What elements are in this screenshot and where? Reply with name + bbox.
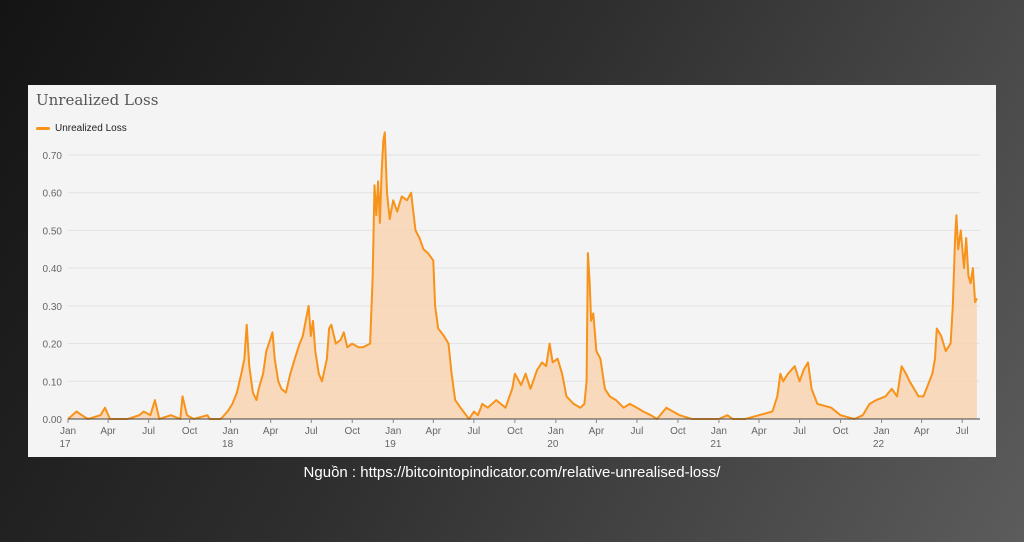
chart-title: Unrealized Loss <box>36 91 159 109</box>
x-tick-label: Oct <box>507 426 523 437</box>
x-tick-year-label: 17 <box>59 439 71 450</box>
x-tick-label: Oct <box>182 426 198 437</box>
x-tick-label: Oct <box>833 426 849 437</box>
series-area-unrealized-loss <box>68 132 977 419</box>
series-line-unrealized-loss <box>67 131 978 420</box>
x-tick-label: Apr <box>263 426 279 437</box>
y-tick-label: 0.20 <box>43 340 63 351</box>
x-tick-year-label: 18 <box>222 439 234 450</box>
x-tick-label: Jul <box>142 426 155 437</box>
y-tick-label: 0.60 <box>43 189 63 200</box>
x-tick-year-label: 19 <box>385 439 397 450</box>
x-tick-label: Apr <box>426 426 442 437</box>
x-tick-label: Jan <box>223 426 239 437</box>
source-caption: Nguồn : https://bitcointopindicator.com/… <box>303 464 721 481</box>
x-tick-label: Oct <box>344 426 360 437</box>
x-tick-label: Jul <box>305 426 318 437</box>
x-tick-label: Jan <box>548 426 564 437</box>
x-tick-label: Jul <box>793 426 806 437</box>
y-tick-label: 0.40 <box>43 264 63 275</box>
x-tick-label: Oct <box>670 426 686 437</box>
x-tick-label: Jul <box>467 426 480 437</box>
chart-panel: 0.00 0.10 0.20 0.30 0.40 0.50 0.60 0.70 Jan 17 Apr… <box>28 85 996 457</box>
x-tick-label: Apr <box>589 426 605 437</box>
x-tick-label: Jan <box>711 426 727 437</box>
x-tick-label: Apr <box>751 426 767 437</box>
y-tick-label: 0.70 <box>43 151 63 162</box>
x-tick-year-label: 20 <box>547 439 559 450</box>
x-tick-label: Apr <box>914 426 930 437</box>
x-tick-label: Apr <box>100 426 116 437</box>
y-tick-label: 0.10 <box>43 377 63 388</box>
x-tick-label: Jan <box>385 426 401 437</box>
legend-label: Unrealized Loss <box>55 123 127 134</box>
chart-svg: 0.00 0.10 0.20 0.30 0.40 0.50 0.60 0.70 Jan 17 Apr… <box>43 131 980 450</box>
legend[interactable]: Unrealized Loss <box>36 123 127 134</box>
y-tick-label: 0.30 <box>43 302 63 313</box>
x-tick-label: Jul <box>631 426 644 437</box>
legend-swatch <box>36 127 50 130</box>
x-tick-year-label: 22 <box>873 439 885 450</box>
x-tick-label: Jan <box>873 426 889 437</box>
x-tick-year-label: 21 <box>710 439 722 450</box>
x-tick-label: Jul <box>956 426 969 437</box>
y-tick-label: 0.50 <box>43 226 63 237</box>
y-tick-label: 0.00 <box>43 415 63 426</box>
x-tick-label: Jan <box>60 426 76 437</box>
